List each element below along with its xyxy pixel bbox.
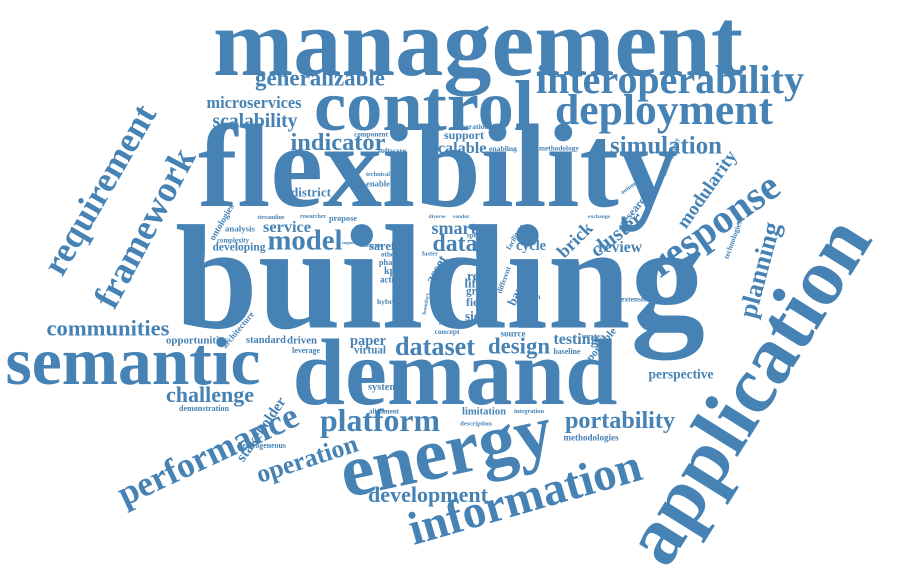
word-portability: portability xyxy=(565,406,675,434)
word-simulation: simulation xyxy=(610,132,722,160)
word-deployment: deployment xyxy=(555,86,773,135)
word-virtual: virtual xyxy=(353,344,387,357)
word-control: control xyxy=(314,64,534,146)
word-microservices: microservices xyxy=(206,92,302,112)
word-semantic: semantic xyxy=(5,324,261,400)
word-integration: integration xyxy=(514,407,544,415)
word-testing: testing xyxy=(553,331,599,349)
word-platform: platform xyxy=(320,403,440,439)
word-communities: communities xyxy=(46,315,170,341)
word-scalability: scalability xyxy=(212,111,298,133)
word-researcher: researcher xyxy=(300,214,326,221)
word-concept: concept xyxy=(434,327,460,337)
word-actor: actor xyxy=(380,274,400,285)
word-software: software xyxy=(378,146,406,156)
word-phase: phase xyxy=(379,257,399,267)
word-design: design xyxy=(488,333,550,359)
word-component: component xyxy=(354,130,388,139)
word-other: other xyxy=(381,250,397,259)
word-field: field xyxy=(466,296,488,310)
word-policy: policy xyxy=(439,317,457,326)
word-side: side xyxy=(465,308,487,324)
word-leverage: leverage xyxy=(292,346,320,356)
word-development: development xyxy=(368,481,488,507)
word-saref: saref xyxy=(369,238,395,253)
word-technical: technical xyxy=(366,170,390,178)
word-challenge: challenge xyxy=(166,382,254,407)
word-district: district xyxy=(291,184,331,200)
word-dataset: dataset xyxy=(394,331,476,361)
word-propose: propose xyxy=(329,213,357,223)
word-enable: enable xyxy=(366,178,390,189)
word-grid: grid xyxy=(465,285,487,298)
word-diverse: diverse xyxy=(428,214,446,221)
word-demonstration: demonstration xyxy=(179,403,229,413)
word-perspective: perspective xyxy=(648,366,714,382)
word-data: data xyxy=(432,231,478,258)
word-management: management xyxy=(213,0,743,96)
word-alignment: alignment xyxy=(369,407,399,416)
word-integrate: integrate xyxy=(360,243,382,250)
word-methodology: methodology xyxy=(539,144,579,153)
word-developing: developing xyxy=(212,241,266,254)
word-opportunities: opportunities xyxy=(166,334,228,347)
word-demand: demand xyxy=(292,320,618,425)
word-paper: paper xyxy=(350,332,386,349)
word-enabling: enabling xyxy=(489,144,517,154)
word-streamline: streamline xyxy=(257,214,285,221)
word-baseline: baseline xyxy=(553,347,581,357)
word-hybrid: hybrid xyxy=(377,297,399,307)
word-real: real xyxy=(467,268,489,284)
word-interoperability: interoperability xyxy=(536,57,804,103)
word-source: source xyxy=(500,328,526,339)
word-faster: faster xyxy=(422,250,438,258)
word-operational: operational xyxy=(457,122,495,132)
word-metadata: metadata xyxy=(519,324,543,330)
word-life: life xyxy=(464,276,482,291)
word-engineering: engineering xyxy=(342,239,364,245)
word-model: model xyxy=(267,224,343,257)
word-limitation: limitation xyxy=(462,406,506,418)
word-system: system xyxy=(368,381,398,393)
word-generalizable: generalizable xyxy=(255,65,385,91)
word-flexibility: flexibility xyxy=(198,100,678,232)
word-kpis: kpis xyxy=(384,265,402,277)
word-indicator: indicator xyxy=(290,128,386,156)
word-standard: standard xyxy=(246,334,286,346)
word-smart: smart xyxy=(431,217,477,238)
word-domain: domain xyxy=(515,292,541,302)
word-analysis: analysis xyxy=(225,223,255,234)
word-driven: driven xyxy=(287,334,317,347)
word-description: description xyxy=(460,420,492,428)
word-heterogeneous: heterogeneous xyxy=(238,441,286,451)
word-methodologies: methodologies xyxy=(563,432,619,443)
word-introduce: introduce xyxy=(582,333,604,340)
word-building: building xyxy=(175,195,705,361)
word-support: support xyxy=(443,128,485,142)
word-review: review xyxy=(598,239,642,257)
word-vendor: vendor xyxy=(452,214,470,221)
word-cycle: cycle xyxy=(516,237,546,254)
word-extension: extension xyxy=(621,294,651,304)
word-service: service xyxy=(263,216,311,236)
word-scalable: scalable xyxy=(431,138,487,157)
word-height: height xyxy=(401,320,421,328)
word-exchange: exchange xyxy=(588,214,610,221)
word-specific: specific xyxy=(467,231,489,240)
word-complexity: complexity xyxy=(216,237,250,245)
